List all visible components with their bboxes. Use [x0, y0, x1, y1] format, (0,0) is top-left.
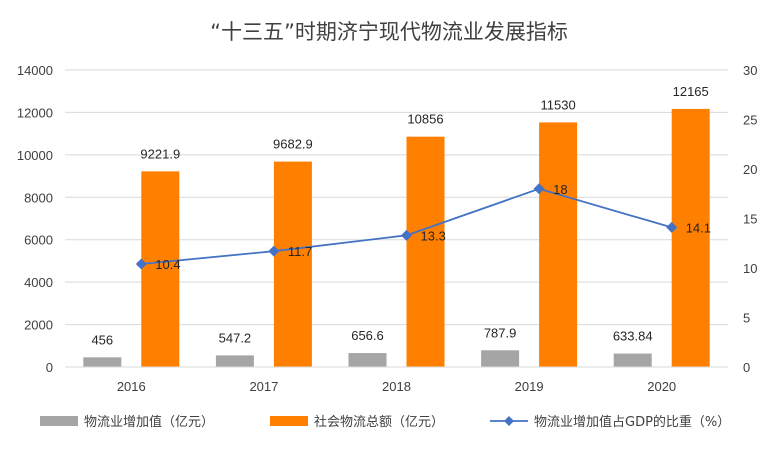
bar — [539, 122, 578, 367]
legend-swatch — [270, 416, 308, 426]
bar-data-label: 11530 — [541, 97, 576, 112]
y-right-tick-label: 5 — [743, 311, 750, 326]
line-point — [268, 245, 280, 257]
bar — [141, 171, 180, 367]
chart-title: “十三五”时期济宁现代物流业发展指标 — [210, 20, 568, 44]
bar — [273, 161, 312, 367]
legend-label: 社会物流总额（亿元） — [314, 414, 444, 430]
line-point — [533, 183, 545, 195]
x-tick-label: 2019 — [515, 379, 544, 394]
y-right-tick-label: 10 — [743, 261, 757, 276]
bar-data-label: 12165 — [673, 84, 709, 99]
y-left-tick-label: 10000 — [17, 148, 53, 163]
y-right-tick-label: 20 — [743, 162, 757, 177]
bar-data-label: 656.6 — [351, 328, 384, 343]
legend-marker — [504, 416, 514, 426]
bar — [481, 350, 520, 367]
x-tick-label: 2018 — [382, 379, 411, 394]
legend-swatch — [40, 416, 78, 426]
y-right-tick-label: 0 — [743, 360, 750, 375]
line-point — [135, 258, 147, 270]
x-tick-label: 2016 — [117, 379, 146, 394]
bar-data-label: 633.84 — [613, 329, 653, 344]
y-left-tick-label: 2000 — [24, 318, 53, 333]
line-data-label: 18 — [553, 182, 567, 197]
line-data-label: 11.7 — [288, 244, 312, 259]
y-left-tick-label: 14000 — [17, 63, 53, 78]
y-left-tick-label: 8000 — [24, 190, 53, 205]
line-point — [401, 229, 412, 241]
y-right-tick-label: 25 — [743, 113, 757, 128]
data-labels: 456 547.2 656.6 787.9 633.84 9221.9 9682.9 1085… — [91, 84, 711, 347]
bar — [406, 136, 445, 367]
line-data-label: 14.1 — [686, 220, 711, 235]
y-right-tick-label: 15 — [743, 212, 757, 227]
legend-label: 物流业增加值占GDP的比重（%） — [534, 414, 730, 430]
axes: 0 2000 4000 6000 8000 10000 12000 14000 0 5 10 15 20… — [17, 63, 758, 394]
bar — [671, 108, 710, 367]
x-tick-label: 2020 — [647, 379, 676, 394]
bar-data-label: 9221.9 — [140, 146, 180, 161]
y-left-tick-label: 0 — [46, 360, 53, 375]
line-point — [666, 221, 678, 233]
bar-data-label: 787.9 — [484, 325, 517, 340]
bar — [83, 357, 122, 367]
bar-data-label: 10856 — [407, 112, 443, 127]
legend-label: 物流业增加值（亿元） — [84, 414, 214, 430]
bar — [613, 353, 652, 367]
legend: 物流业增加值（亿元） 社会物流总额（亿元） 物流业增加值占GDP的比重（%） — [40, 414, 730, 430]
bar — [348, 353, 387, 367]
y-left-tick-label: 12000 — [17, 105, 53, 120]
line-series — [135, 183, 678, 270]
line-data-label: 10.4 — [155, 257, 180, 272]
bar-data-label: 9682.9 — [273, 137, 313, 152]
x-tick-label: 2017 — [249, 379, 278, 394]
bar-data-label: 456 — [91, 332, 113, 347]
y-left-tick-label: 6000 — [24, 233, 53, 248]
y-right-tick-label: 30 — [743, 63, 757, 78]
line-data-label: 13.3 — [421, 228, 446, 243]
y-left-tick-label: 4000 — [24, 275, 53, 290]
bar-data-label: 547.2 — [219, 330, 252, 345]
bar — [215, 355, 254, 367]
bars — [83, 108, 710, 367]
